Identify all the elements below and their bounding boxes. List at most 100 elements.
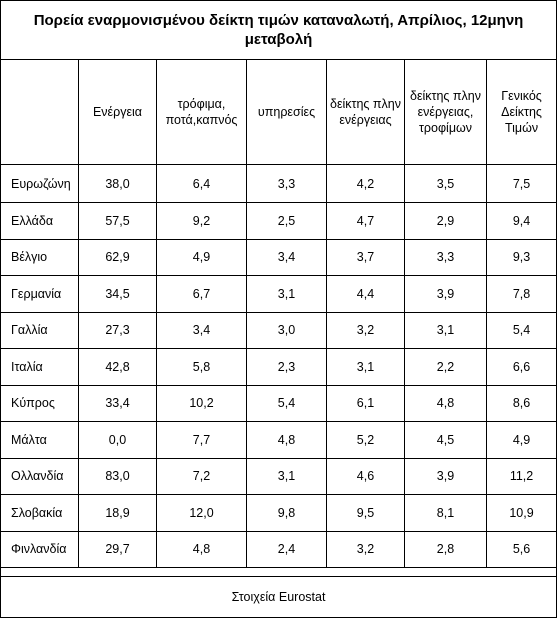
value-cell: 4,8 bbox=[246, 421, 327, 459]
column-header: δείκτης πλην ενέργειας bbox=[326, 59, 405, 165]
value-cell: 9,2 bbox=[156, 202, 247, 240]
value-cell: 38,0 bbox=[78, 164, 157, 203]
value-cell: 5,4 bbox=[485, 311, 557, 349]
table-row: Ελλάδα 57,5 9,2 2,5 4,7 2,9 9,4 bbox=[0, 202, 557, 240]
value-cell: 6,7 bbox=[156, 275, 247, 313]
value-cell: 4,2 bbox=[326, 164, 405, 203]
table-row: Φινλανδία 29,7 4,8 2,4 3,2 2,8 5,6 bbox=[0, 530, 557, 568]
value-cell: 4,4 bbox=[326, 275, 405, 313]
title-row: Πορεία εναρμονισμένου δείκτη τιμών καταν… bbox=[0, 0, 557, 60]
value-cell: 83,0 bbox=[78, 457, 157, 495]
value-cell: 6,1 bbox=[326, 384, 405, 422]
column-header: υπηρεσίες bbox=[246, 59, 327, 165]
value-cell: 4,9 bbox=[156, 238, 247, 276]
value-cell: 5,4 bbox=[246, 384, 327, 422]
value-cell: 10,2 bbox=[156, 384, 247, 422]
value-cell: 7,5 bbox=[485, 164, 557, 203]
country-cell: Ιταλία bbox=[0, 348, 79, 386]
value-cell: 2,8 bbox=[404, 530, 487, 568]
value-cell: 3,1 bbox=[246, 275, 327, 313]
value-cell: 6,4 bbox=[156, 164, 247, 203]
value-cell: 3,4 bbox=[246, 238, 327, 276]
header-cell-empty bbox=[0, 59, 79, 165]
value-cell: 29,7 bbox=[78, 530, 157, 568]
value-cell: 3,7 bbox=[326, 238, 405, 276]
value-cell: 33,4 bbox=[78, 384, 157, 422]
value-cell: 2,9 bbox=[404, 202, 487, 240]
value-cell: 4,6 bbox=[326, 457, 405, 495]
column-header: Ενέργεια bbox=[78, 59, 157, 165]
value-cell: 10,9 bbox=[485, 494, 557, 532]
country-cell: Μάλτα bbox=[0, 421, 79, 459]
value-cell: 18,9 bbox=[78, 494, 157, 532]
value-cell: 4,7 bbox=[326, 202, 405, 240]
country-cell: Φινλανδία bbox=[0, 530, 79, 568]
value-cell: 7,7 bbox=[156, 421, 247, 459]
value-cell: 3,0 bbox=[246, 311, 327, 349]
value-cell: 4,8 bbox=[156, 530, 247, 568]
spacer-row bbox=[0, 567, 557, 577]
value-cell: 3,3 bbox=[404, 238, 487, 276]
value-cell: 4,5 bbox=[404, 421, 487, 459]
column-header: Γενικός Δείκτης Τιμών bbox=[485, 59, 557, 165]
value-cell: 9,3 bbox=[485, 238, 557, 276]
column-header: δείκτης πλην ενέργειας, τροφίμων bbox=[404, 59, 487, 165]
value-cell: 9,5 bbox=[326, 494, 405, 532]
country-cell: Ευρωζώνη bbox=[0, 164, 79, 203]
source-row: Στοιχεία Eurostat bbox=[0, 576, 557, 618]
value-cell: 3,3 bbox=[246, 164, 327, 203]
value-cell: 5,2 bbox=[326, 421, 405, 459]
value-cell: 5,6 bbox=[485, 530, 557, 568]
value-cell: 3,9 bbox=[404, 275, 487, 313]
table-row: Κύπρος 33,4 10,2 5,4 6,1 4,8 8,6 bbox=[0, 384, 557, 422]
value-cell: 11,2 bbox=[485, 457, 557, 495]
value-cell: 8,1 bbox=[404, 494, 487, 532]
source-note: Στοιχεία Eurostat bbox=[0, 576, 557, 618]
value-cell: 7,8 bbox=[485, 275, 557, 313]
country-cell: Γαλλία bbox=[0, 311, 79, 349]
value-cell: 4,8 bbox=[404, 384, 487, 422]
table-row: Ιταλία 42,8 5,8 2,3 3,1 2,2 6,6 bbox=[0, 348, 557, 386]
value-cell: 3,4 bbox=[156, 311, 247, 349]
table-row: Γερμανία 34,5 6,7 3,1 4,4 3,9 7,8 bbox=[0, 275, 557, 313]
value-cell: 2,2 bbox=[404, 348, 487, 386]
value-cell: 3,9 bbox=[404, 457, 487, 495]
value-cell: 7,2 bbox=[156, 457, 247, 495]
table-title: Πορεία εναρμονισμένου δείκτη τιμών καταν… bbox=[0, 0, 557, 60]
value-cell: 62,9 bbox=[78, 238, 157, 276]
value-cell: 3,2 bbox=[326, 311, 405, 349]
header-row: Ενέργεια τρόφιμα, ποτά,καπνός υπηρεσίες δεί… bbox=[0, 59, 557, 165]
value-cell: 8,6 bbox=[485, 384, 557, 422]
value-cell: 2,4 bbox=[246, 530, 327, 568]
value-cell: 6,6 bbox=[485, 348, 557, 386]
value-cell: 9,8 bbox=[246, 494, 327, 532]
value-cell: 3,1 bbox=[404, 311, 487, 349]
table-row: Ευρωζώνη 38,0 6,4 3,3 4,2 3,5 7,5 bbox=[0, 164, 557, 203]
value-cell: 2,5 bbox=[246, 202, 327, 240]
value-cell: 5,8 bbox=[156, 348, 247, 386]
value-cell: 3,1 bbox=[326, 348, 405, 386]
table-row: Σλοβακία 18,9 12,0 9,8 9,5 8,1 10,9 bbox=[0, 494, 557, 532]
value-cell: 12,0 bbox=[156, 494, 247, 532]
table-row: Ολλανδία 83,0 7,2 3,1 4,6 3,9 11,2 bbox=[0, 457, 557, 495]
table-row: Γαλλία 27,3 3,4 3,0 3,2 3,1 5,4 bbox=[0, 311, 557, 349]
column-header: τρόφιμα, ποτά,καπνός bbox=[156, 59, 247, 165]
country-cell: Ολλανδία bbox=[0, 457, 79, 495]
country-cell: Ελλάδα bbox=[0, 202, 79, 240]
value-cell: 57,5 bbox=[78, 202, 157, 240]
value-cell: 3,1 bbox=[246, 457, 327, 495]
country-cell: Γερμανία bbox=[0, 275, 79, 313]
country-cell: Κύπρος bbox=[0, 384, 79, 422]
spacer-cell bbox=[0, 567, 557, 577]
value-cell: 0,0 bbox=[78, 421, 157, 459]
table-row: Βέλγιο 62,9 4,9 3,4 3,7 3,3 9,3 bbox=[0, 238, 557, 276]
value-cell: 34,5 bbox=[78, 275, 157, 313]
table-row: Μάλτα 0,0 7,7 4,8 5,2 4,5 4,9 bbox=[0, 421, 557, 459]
value-cell: 2,3 bbox=[246, 348, 327, 386]
value-cell: 9,4 bbox=[485, 202, 557, 240]
value-cell: 27,3 bbox=[78, 311, 157, 349]
value-cell: 4,9 bbox=[485, 421, 557, 459]
country-cell: Βέλγιο bbox=[0, 238, 79, 276]
